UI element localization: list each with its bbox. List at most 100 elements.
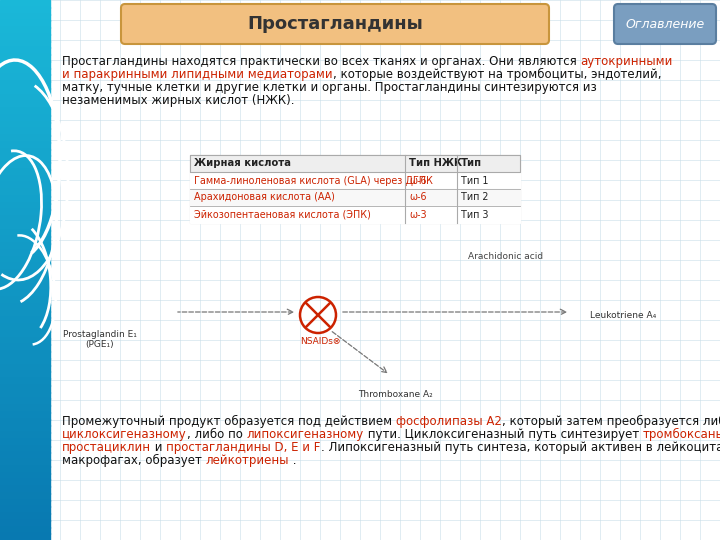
Bar — [0, 237, 50, 244]
Bar — [0, 256, 50, 264]
Bar — [0, 291, 50, 298]
Bar — [0, 87, 50, 96]
Text: Гамма-линоленовая кислота (GLA) через ДГПК: Гамма-линоленовая кислота (GLA) через ДГ… — [194, 176, 433, 186]
Bar — [0, 168, 50, 177]
Bar — [0, 519, 50, 528]
Bar — [0, 141, 50, 150]
Bar — [0, 513, 50, 521]
Text: и паракринными липидными медиаторами: и паракринными липидными медиаторами — [62, 68, 333, 81]
Bar — [0, 270, 50, 278]
Text: циклоксигеназному: циклоксигеназному — [62, 428, 186, 441]
Text: простагландины D, E и F: простагландины D, E и F — [166, 441, 320, 454]
Bar — [0, 135, 50, 143]
Bar — [0, 20, 50, 28]
Bar — [0, 507, 50, 514]
Bar — [0, 438, 50, 447]
FancyBboxPatch shape — [121, 4, 549, 44]
Bar — [0, 324, 50, 332]
Bar — [190, 155, 520, 223]
Text: фосфолипазы А2: фосфолипазы А2 — [396, 415, 502, 428]
Text: , которые воздействуют на тромбоциты, эндотелий,: , которые воздействуют на тромбоциты, эн… — [333, 68, 661, 81]
Bar — [0, 189, 50, 197]
Bar — [0, 500, 50, 507]
Bar — [0, 209, 50, 217]
Bar — [0, 81, 50, 89]
Bar — [0, 202, 50, 210]
Text: простациклин: простациклин — [62, 441, 151, 454]
Text: Тип 1: Тип 1 — [461, 176, 488, 186]
Text: Тип 3: Тип 3 — [461, 210, 488, 219]
Bar — [0, 33, 50, 42]
Text: Простагландины находятся практически во всех тканях и органах. Они являются: Простагландины находятся практически во … — [62, 55, 580, 68]
Bar — [0, 74, 50, 82]
Bar — [0, 195, 50, 204]
Bar — [0, 162, 50, 170]
Bar — [0, 411, 50, 420]
Bar — [0, 378, 50, 386]
Bar — [0, 480, 50, 487]
Text: Оглавление: Оглавление — [626, 17, 705, 30]
Bar — [0, 122, 50, 129]
Text: макрофагах, образует: макрофагах, образует — [62, 454, 206, 467]
Bar — [0, 399, 50, 406]
Bar — [0, 216, 50, 224]
Text: . Липоксигеназный путь синтеза, который активен в лейкоцитах и: . Липоксигеназный путь синтеза, который … — [320, 441, 720, 454]
Text: , либо по: , либо по — [186, 428, 246, 441]
Bar — [0, 0, 50, 8]
Bar — [0, 338, 50, 345]
Text: .: . — [289, 454, 297, 467]
Bar — [0, 102, 50, 109]
Bar — [0, 357, 50, 366]
Bar — [0, 27, 50, 35]
Text: Промежуточный продукт образуется под действием: Промежуточный продукт образуется под дей… — [62, 415, 396, 428]
Bar — [0, 297, 50, 305]
Bar — [0, 40, 50, 48]
Text: аутокринными: аутокринными — [580, 55, 673, 68]
Bar — [0, 310, 50, 318]
Bar — [0, 249, 50, 258]
Bar — [0, 526, 50, 534]
Text: , который затем преобразуется либо по: , который затем преобразуется либо по — [502, 415, 720, 428]
Text: тромбоксаны,: тромбоксаны, — [643, 428, 720, 441]
Bar — [0, 459, 50, 467]
Bar — [0, 432, 50, 440]
Bar — [0, 243, 50, 251]
Bar — [0, 230, 50, 237]
Bar — [0, 345, 50, 352]
Text: Leukotriene A₄: Leukotriene A₄ — [590, 310, 656, 320]
Text: Prostaglandin E₁: Prostaglandin E₁ — [63, 330, 137, 339]
Bar — [0, 303, 50, 312]
Bar — [0, 263, 50, 271]
Bar — [0, 54, 50, 62]
Bar — [0, 465, 50, 474]
Bar — [0, 351, 50, 359]
Text: Тип: Тип — [461, 159, 482, 168]
Bar — [0, 60, 50, 69]
Bar — [0, 284, 50, 291]
Text: ω-3: ω-3 — [409, 210, 427, 219]
Bar — [0, 176, 50, 183]
Bar — [0, 14, 50, 21]
Bar — [0, 472, 50, 480]
Text: липоксигеназному: липоксигеназному — [246, 428, 364, 441]
Text: Тип 2: Тип 2 — [461, 192, 488, 202]
Bar — [190, 189, 520, 206]
Text: Эйкозопентаеновая кислота (ЭПК): Эйкозопентаеновая кислота (ЭПК) — [194, 210, 371, 219]
Bar — [0, 418, 50, 426]
Bar — [0, 108, 50, 116]
Bar — [0, 384, 50, 393]
Bar — [0, 128, 50, 136]
Bar — [0, 6, 50, 15]
Text: матку, тучные клетки и другие клетки и органы. Простагландины синтезируются из: матку, тучные клетки и другие клетки и о… — [62, 81, 597, 94]
Text: Простагландины: Простагландины — [247, 15, 423, 33]
Bar — [0, 372, 50, 379]
Bar — [0, 183, 50, 190]
Bar — [0, 426, 50, 433]
Text: и: и — [151, 441, 166, 454]
Text: ω-6: ω-6 — [409, 176, 426, 186]
Bar — [0, 68, 50, 75]
Bar — [190, 172, 520, 189]
Text: незаменимых жирных кислот (НЖК).: незаменимых жирных кислот (НЖК). — [62, 94, 294, 107]
Text: Тип НЖК: Тип НЖК — [409, 159, 462, 168]
Bar — [0, 276, 50, 285]
